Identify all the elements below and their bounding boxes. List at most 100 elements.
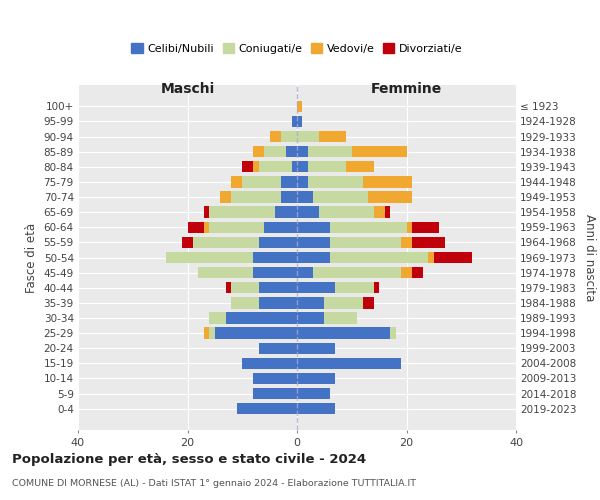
Bar xyxy=(330,236,401,248)
Bar xyxy=(259,161,292,172)
Bar xyxy=(330,252,428,263)
Bar xyxy=(259,282,297,294)
Bar xyxy=(297,116,302,127)
Bar xyxy=(412,267,423,278)
Bar xyxy=(390,328,395,338)
Bar xyxy=(204,222,209,233)
Bar xyxy=(286,146,297,158)
Bar xyxy=(352,146,407,158)
Bar xyxy=(297,161,308,172)
Bar xyxy=(385,206,390,218)
Text: COMUNE DI MORNESE (AL) - Dati ISTAT 1° gennaio 2024 - Elaborazione TUTTITALIA.IT: COMUNE DI MORNESE (AL) - Dati ISTAT 1° g… xyxy=(12,479,416,488)
Bar xyxy=(209,328,215,338)
Bar xyxy=(297,192,313,202)
Bar xyxy=(297,206,319,218)
Legend: Celibi/Nubili, Coniugati/e, Vedovi/e, Divorziati/e: Celibi/Nubili, Coniugati/e, Vedovi/e, Di… xyxy=(127,39,467,58)
Bar xyxy=(232,176,242,188)
Bar xyxy=(374,282,379,294)
Bar xyxy=(297,403,335,414)
Bar xyxy=(297,267,313,278)
Bar xyxy=(237,403,297,414)
Bar xyxy=(308,146,352,158)
Bar xyxy=(242,161,253,172)
Bar xyxy=(199,267,253,278)
Bar xyxy=(412,222,439,233)
Bar xyxy=(297,236,330,248)
Bar xyxy=(253,267,297,278)
Bar xyxy=(269,131,281,142)
Bar xyxy=(297,176,308,188)
Bar xyxy=(297,131,319,142)
Bar xyxy=(313,192,368,202)
Bar xyxy=(362,297,374,308)
Bar xyxy=(346,161,374,172)
Bar xyxy=(275,206,297,218)
Bar xyxy=(319,131,346,142)
Bar xyxy=(253,252,297,263)
Bar xyxy=(232,297,259,308)
Bar xyxy=(209,206,275,218)
Bar xyxy=(215,328,297,338)
Bar xyxy=(412,236,445,248)
Bar xyxy=(297,373,335,384)
Bar xyxy=(220,192,232,202)
Bar xyxy=(335,282,374,294)
Bar xyxy=(187,222,204,233)
Bar xyxy=(253,388,297,399)
Bar xyxy=(407,222,412,233)
Bar xyxy=(325,297,362,308)
Bar xyxy=(292,161,297,172)
Bar xyxy=(297,312,325,324)
Bar xyxy=(259,297,297,308)
Bar xyxy=(253,146,264,158)
Text: Femmine: Femmine xyxy=(371,82,442,96)
Bar xyxy=(368,192,412,202)
Bar xyxy=(313,267,401,278)
Bar xyxy=(204,206,209,218)
Bar xyxy=(259,342,297,354)
Bar xyxy=(297,146,308,158)
Bar xyxy=(182,236,193,248)
Bar xyxy=(209,222,264,233)
Bar xyxy=(297,100,302,112)
Bar xyxy=(281,192,297,202)
Bar xyxy=(232,282,259,294)
Bar xyxy=(319,206,374,218)
Bar xyxy=(297,282,335,294)
Bar xyxy=(264,222,297,233)
Bar xyxy=(253,373,297,384)
Y-axis label: Anni di nascita: Anni di nascita xyxy=(583,214,596,301)
Bar xyxy=(330,222,407,233)
Bar xyxy=(297,252,330,263)
Bar xyxy=(259,236,297,248)
Bar xyxy=(374,206,385,218)
Bar xyxy=(242,358,297,369)
Bar xyxy=(204,328,209,338)
Bar xyxy=(297,297,325,308)
Bar xyxy=(401,267,412,278)
Bar xyxy=(297,388,330,399)
Bar xyxy=(281,176,297,188)
Bar xyxy=(193,236,259,248)
Bar xyxy=(297,222,330,233)
Bar xyxy=(434,252,472,263)
Bar xyxy=(209,312,226,324)
Bar xyxy=(226,282,232,294)
Bar xyxy=(308,176,362,188)
Bar xyxy=(242,176,281,188)
Bar xyxy=(292,116,297,127)
Bar xyxy=(166,252,253,263)
Bar xyxy=(428,252,434,263)
Bar xyxy=(297,328,390,338)
Bar xyxy=(297,358,401,369)
Text: Maschi: Maschi xyxy=(160,82,215,96)
Bar xyxy=(401,236,412,248)
Bar xyxy=(264,146,286,158)
Bar xyxy=(226,312,297,324)
Bar xyxy=(362,176,412,188)
Text: Popolazione per età, sesso e stato civile - 2024: Popolazione per età, sesso e stato civil… xyxy=(12,452,366,466)
Bar xyxy=(325,312,357,324)
Bar xyxy=(308,161,346,172)
Y-axis label: Fasce di età: Fasce di età xyxy=(25,222,38,292)
Bar xyxy=(297,342,335,354)
